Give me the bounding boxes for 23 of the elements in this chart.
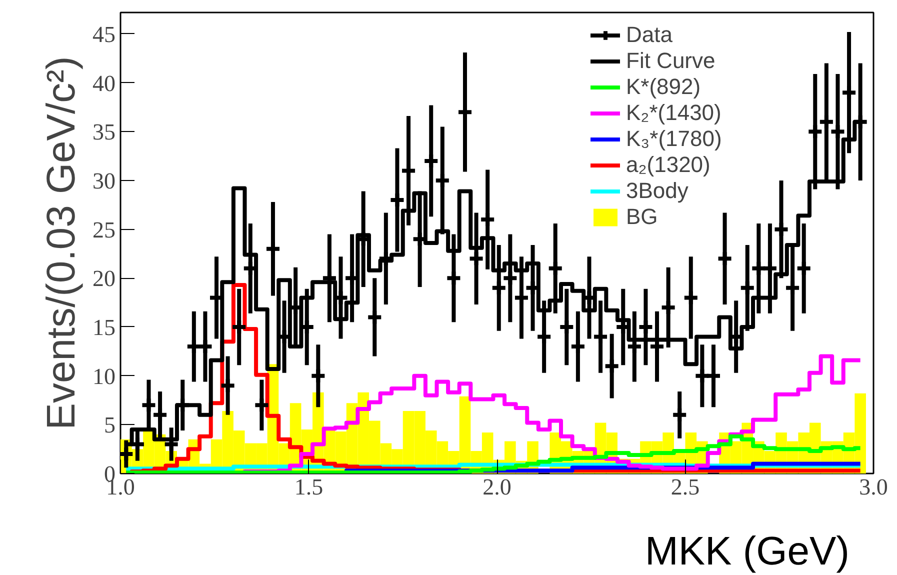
x-tick-label: 2.0 [482, 474, 512, 500]
y-tick-label: 20 [92, 266, 116, 292]
legend-label: K*(892) [626, 74, 701, 100]
legend-label: Fit Curve [626, 48, 716, 74]
y-tick-label: 10 [92, 364, 116, 389]
y-tick-label: 30 [92, 168, 116, 194]
y-tick-label: 35 [92, 120, 116, 145]
y-axis-title: Events/(0.03 GeV/c²) [40, 56, 84, 430]
legend-label: Data [626, 22, 672, 48]
y-tick-label: 5 [104, 412, 116, 438]
legend-label: a₂(1320) [626, 152, 710, 178]
y-tick-label: 45 [92, 22, 116, 47]
y-tick-label: 15 [92, 314, 116, 340]
y-tick-label: 25 [92, 217, 116, 242]
legend-label: BG [626, 204, 658, 230]
x-tick-label: 3.0 [859, 474, 888, 500]
legend-label: K₂*(1430) [626, 100, 722, 126]
y-tick-label: 40 [92, 70, 116, 96]
legend-label: K₃*(1780) [626, 126, 722, 152]
x-tick-label: 2.5 [670, 474, 700, 500]
legend-label: 3Body [626, 178, 688, 204]
x-tick-label: 1.5 [294, 474, 324, 500]
x-axis-title: MKK (GeV) [645, 530, 850, 574]
